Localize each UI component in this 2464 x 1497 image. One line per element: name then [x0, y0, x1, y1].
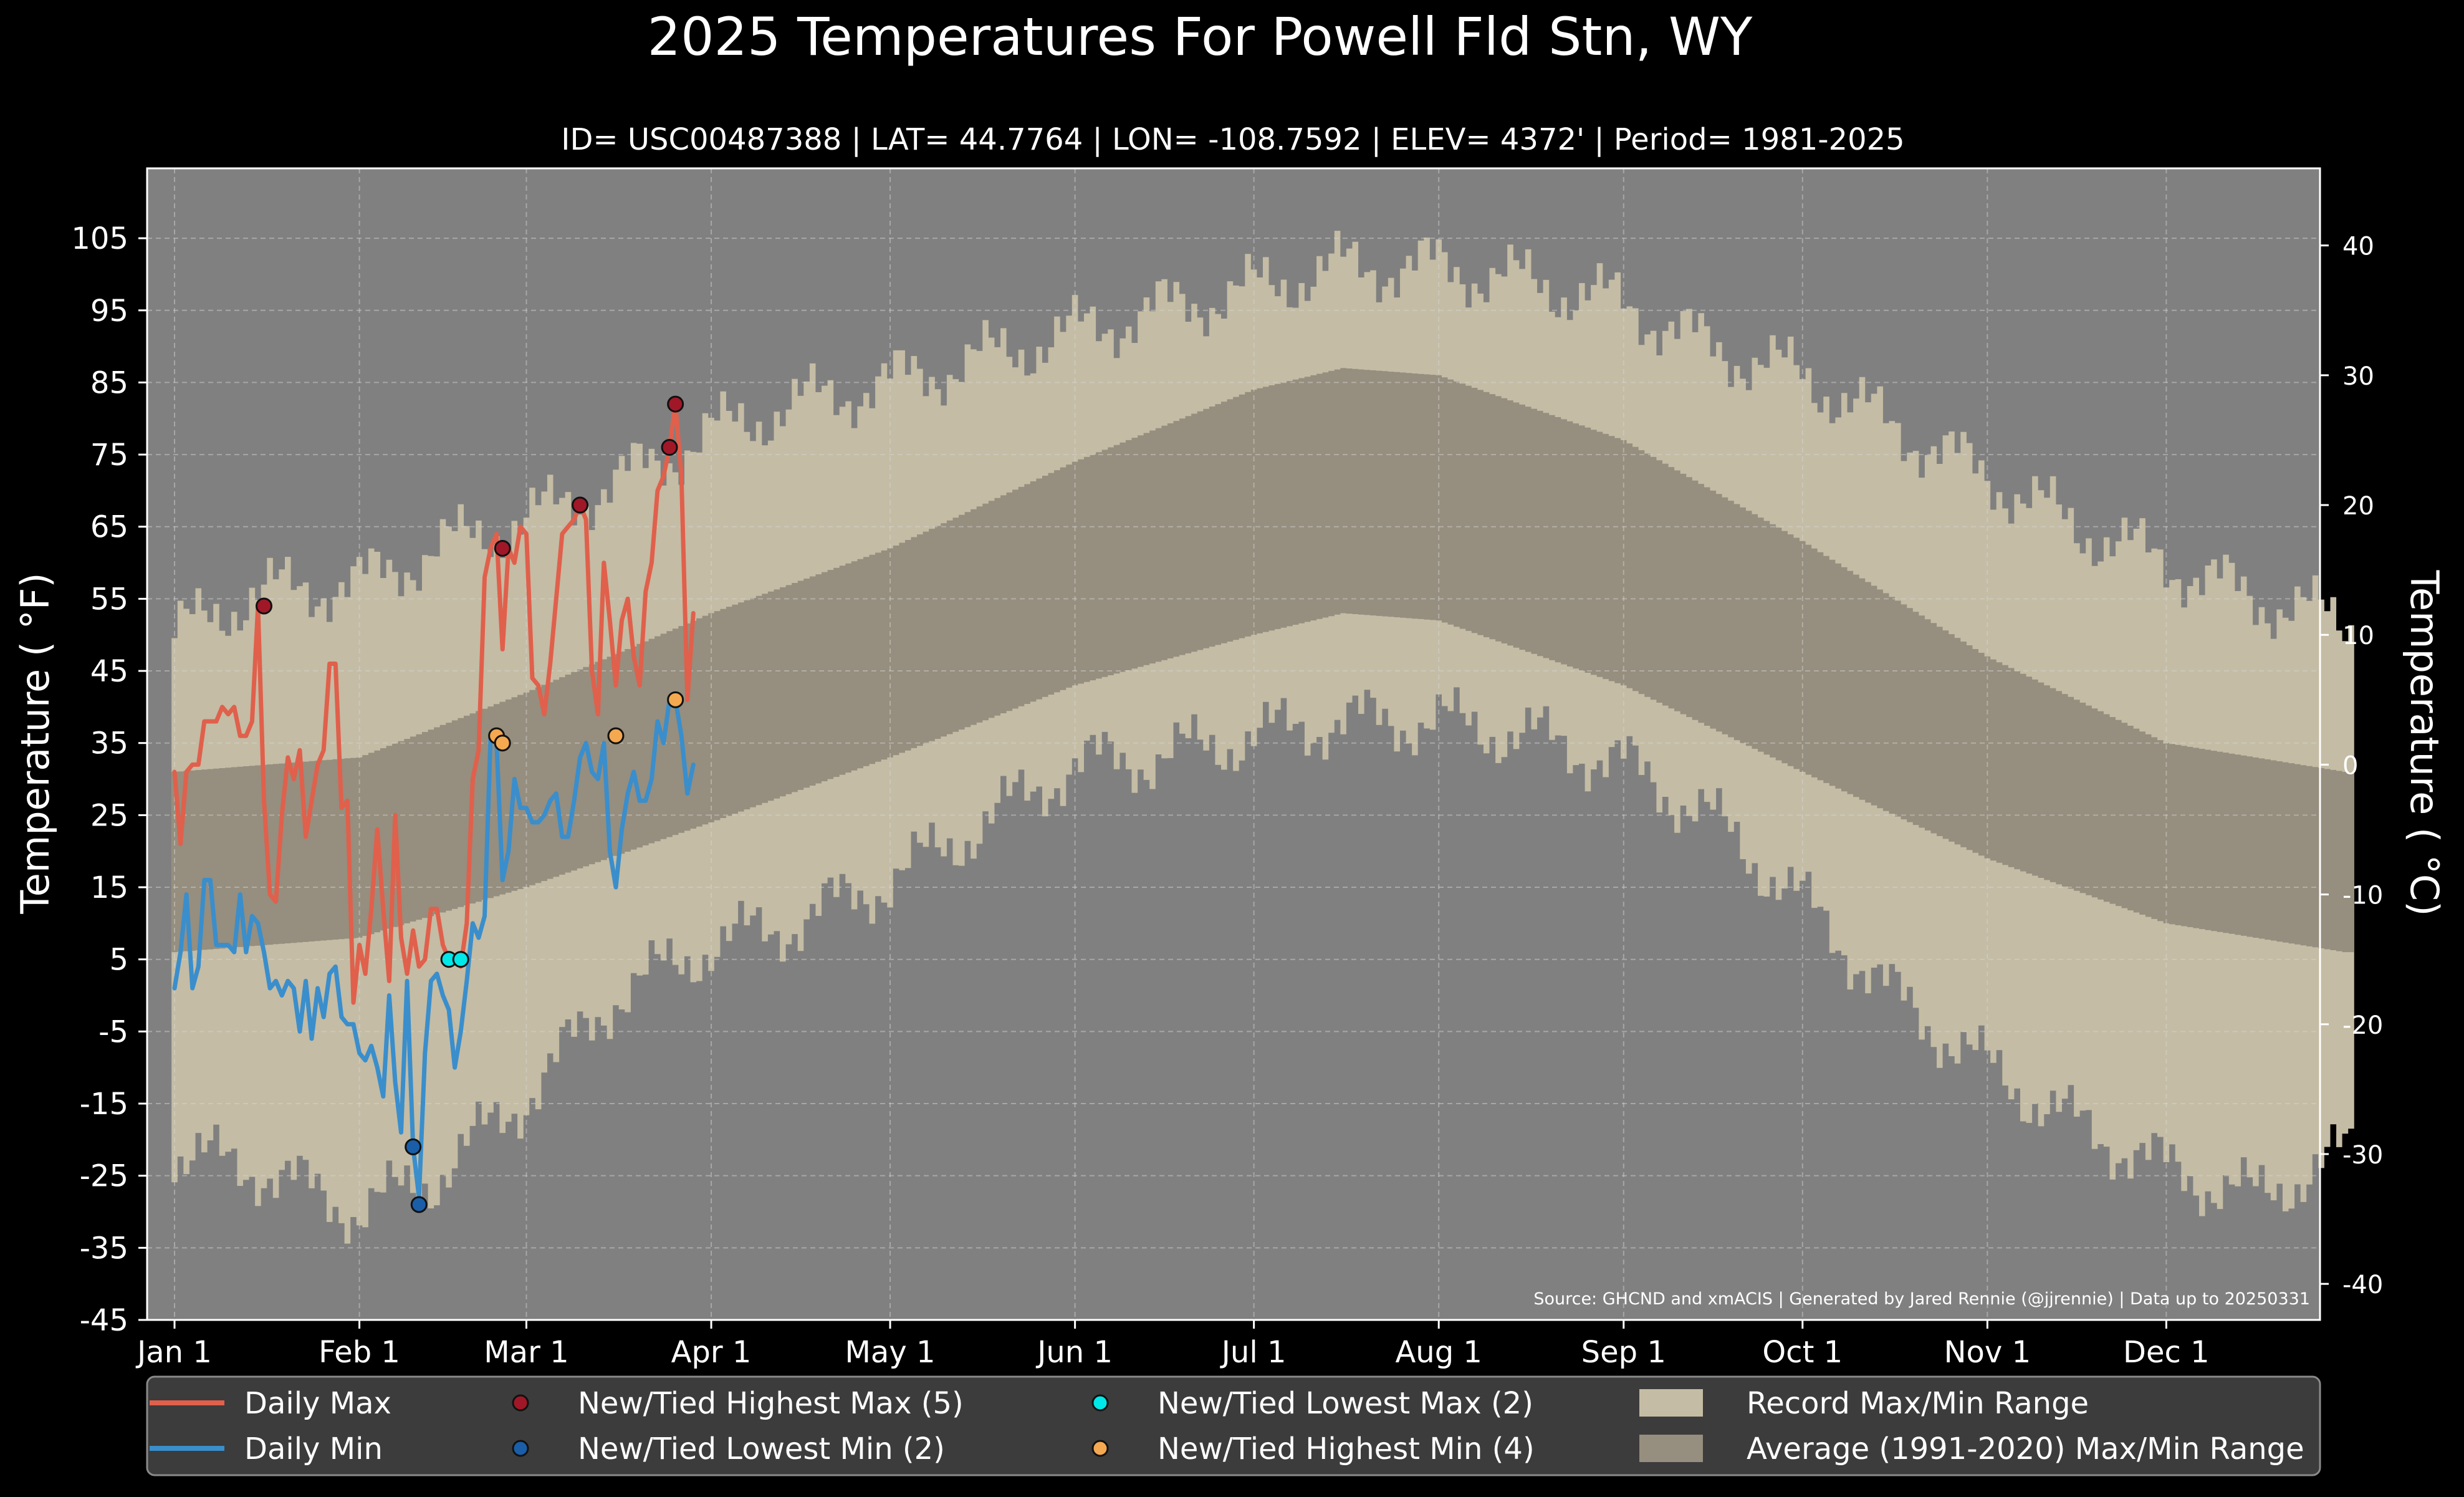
x-tick-label: May 1: [845, 1335, 936, 1370]
record-marker-highest-min: [607, 727, 625, 744]
legend-label: New/Tied Highest Max (5): [578, 1386, 964, 1421]
y-tick-label-right: -20: [2342, 1011, 2383, 1040]
y-axis-label-right: Temperature ( °C): [2402, 570, 2447, 917]
record-marker-lowest-min: [410, 1196, 428, 1213]
y-tick-label-right: 0: [2342, 751, 2358, 780]
record-marker-highest-min: [494, 734, 511, 752]
record-marker-highest-max: [667, 395, 684, 413]
legend-swatch-patch: [1639, 1389, 1703, 1417]
x-tick-label: Jan 1: [135, 1335, 212, 1370]
x-tick-label: Nov 1: [1944, 1335, 2031, 1370]
y-tick-label-right: 30: [2342, 362, 2374, 391]
legend-label: Record Max/Min Range: [1747, 1386, 2089, 1421]
legend-item: New/Tied Lowest Max (2): [1091, 1386, 1533, 1421]
x-tick-label: Aug 1: [1395, 1335, 1482, 1370]
legend-item: Record Max/Min Range: [1639, 1386, 2089, 1421]
x-tick-label: Oct 1: [1762, 1335, 1843, 1370]
record-marker-highest-max: [494, 539, 511, 557]
legend-swatch-marker: [1091, 1394, 1109, 1412]
x-tick-label: Jun 1: [1035, 1335, 1113, 1370]
legend: Daily Max Daily Min New/Tied Highest Max (…: [146, 1375, 2321, 1476]
legend-swatch-patch: [1639, 1435, 1703, 1462]
source-note: Source: GHCND and xmACIS | Generated by …: [1533, 1289, 2310, 1309]
x-tick-label: Dec 1: [2123, 1335, 2210, 1370]
plot-frame: [146, 167, 2321, 1321]
legend-label: Daily Min: [244, 1432, 383, 1466]
gridlines: [147, 168, 2320, 1321]
normal-range-band: [171, 368, 2354, 953]
y-tick-label-left: -5: [98, 1014, 128, 1049]
y-tick-label-left: -35: [80, 1231, 128, 1266]
y-tick-label-left: 5: [109, 943, 128, 978]
legend-item: Average (1991-2020) Max/Min Range: [1639, 1432, 2304, 1466]
x-tick-label: Apr 1: [671, 1335, 752, 1370]
y-tick-label-left: 85: [90, 365, 128, 400]
y-tick-label-right: 10: [2342, 622, 2374, 650]
legend-swatch-marker: [1091, 1440, 1109, 1457]
y-tick-label-left: -15: [80, 1087, 128, 1122]
y-tick-label-left: 15: [90, 870, 128, 905]
record-marker-lowest-min: [405, 1138, 422, 1155]
record-marker-highest-min: [667, 691, 684, 708]
x-tick-label: Sep 1: [1581, 1335, 1666, 1370]
record-marker-highest-max: [572, 496, 589, 514]
y-tick-label-left: 45: [90, 654, 128, 689]
y-tick-label-left: 95: [90, 294, 128, 329]
y-tick-label-left: 35: [90, 726, 128, 761]
legend-box: [146, 1375, 2321, 1476]
y-tick-label-right: 20: [2342, 492, 2374, 521]
record-range-band: [171, 231, 2354, 1244]
chart-subtitle: ID= USC00487388 | LAT= 44.7764 | LON= -1…: [561, 122, 1904, 157]
x-tick-label: Feb 1: [319, 1335, 400, 1370]
plot-area: -45 -35 -25 -15 -5 5 15 25 35 45 55 65 75 85 95 105 -40 -…: [71, 167, 2383, 1370]
y-tick-label-left: -25: [80, 1159, 128, 1194]
y-tick-label-right: -10: [2342, 882, 2383, 910]
y-tick-label-left: 105: [71, 221, 128, 256]
y-tick-label-left: 55: [90, 582, 128, 617]
x-tick-label: Jul 1: [1220, 1335, 1287, 1370]
legend-item: New/Tied Highest Max (5): [512, 1386, 964, 1421]
legend-swatch-marker: [512, 1440, 529, 1457]
record-marker-highest-max: [661, 439, 678, 456]
y-tick-label-left: 75: [90, 438, 128, 473]
legend-item: New/Tied Highest Min (4): [1091, 1432, 1535, 1466]
chart-title: 2025 Temperatures For Powell Fld Stn, WY: [648, 6, 1753, 67]
legend-label: New/Tied Highest Min (4): [1158, 1432, 1535, 1466]
record-marker-lowest-max: [452, 951, 469, 968]
y-tick-label-left: 25: [90, 798, 128, 833]
y-tick-label-right: -40: [2342, 1271, 2383, 1299]
legend-label: Daily Max: [244, 1386, 391, 1421]
y-tick-label-right: 40: [2342, 233, 2374, 261]
y-axis-label-left: Temperature ( °F): [12, 572, 58, 914]
x-tick-label: Mar 1: [484, 1335, 568, 1370]
y-tick-label-right: -30: [2342, 1141, 2383, 1170]
y-tick-label-left: 65: [90, 510, 128, 545]
daily-max-line: [172, 402, 696, 1005]
y-tick-label-left: -45: [80, 1303, 128, 1338]
legend-swatch-marker: [512, 1394, 529, 1412]
legend-label: New/Tied Lowest Min (2): [578, 1432, 945, 1466]
legend-label: Average (1991-2020) Max/Min Range: [1747, 1432, 2304, 1466]
record-marker-highest-max: [256, 597, 273, 615]
legend-item: Daily Min: [150, 1432, 383, 1466]
daily-min-line: [172, 697, 696, 1200]
legend-item: Daily Max: [150, 1386, 391, 1421]
legend-item: New/Tied Lowest Min (2): [512, 1432, 945, 1466]
legend-label: New/Tied Lowest Max (2): [1158, 1386, 1533, 1421]
